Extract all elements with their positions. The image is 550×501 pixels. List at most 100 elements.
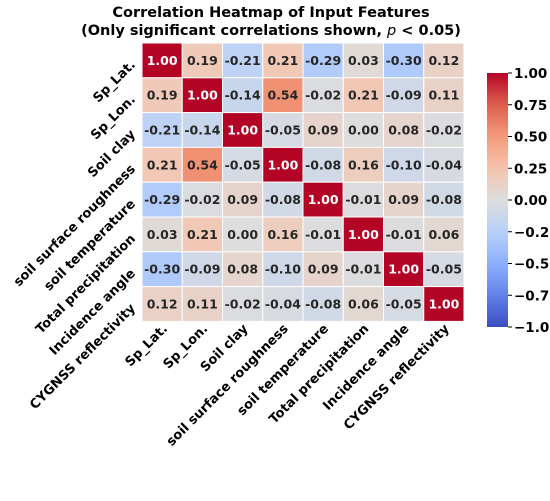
colorbar-ticks: 1.00 0.75 0.50 0.25 0.00 −0.25 −0.50 −0.75 −1.00 [508,66,550,336]
heatmap-cell [302,216,344,253]
heatmap-cell [423,216,465,253]
cell-value-label: 0.21 [147,157,178,172]
colorbar-tick-label: 1.00 [514,66,547,82]
cell-value-label: 0.08 [388,123,419,138]
cell-value-label: -0.09 [386,88,422,103]
heatmap-cell [222,146,264,183]
cell-value-label: 0.08 [227,262,258,277]
cell-value-label: 0.00 [227,227,258,242]
heatmap-cell [262,112,304,148]
heatmap-cell [181,216,223,253]
heatmap-cell [423,286,465,322]
heatmap-cell [423,112,465,148]
heatmap-cell [141,286,183,322]
colorbar-tick-label: −1.00 [514,320,550,336]
colorbar [487,73,508,327]
heatmap-cell [423,251,465,288]
heatmap-cells: 1.00 0.19 -0.21 0.21 -0.29 0.03 -0.30 0.12 0.19 1… [141,42,465,322]
cell-value-label: 0.00 [348,123,379,138]
heatmap-cell [383,146,425,183]
heatmap-cell [342,251,384,288]
cell-value-label: 0.06 [348,297,379,312]
colorbar-tick-label: 0.75 [514,98,547,114]
heatmap-cell [222,251,264,288]
heatmap-cell [423,77,465,114]
heatmap-cell [262,286,304,322]
cell-value-label: 0.54 [267,88,298,103]
heatmap-cell [222,286,264,322]
cell-value-label: -0.09 [184,262,220,277]
chart-title: Correlation Heatmap of Input Features [112,5,429,21]
cell-value-label: -0.29 [144,192,180,207]
cell-value-label: 0.19 [187,53,218,68]
heatmap-cell [181,251,223,288]
heatmap-cell [383,112,425,148]
cell-value-label: 1.00 [267,157,298,172]
heatmap-cell [181,112,223,148]
cell-value-label: 0.21 [348,88,379,103]
heatmap-cell [342,286,384,322]
colorbar-tick-label: 0.25 [514,161,547,177]
cell-value-label: -0.08 [426,192,462,207]
cell-value-label: -0.14 [184,123,220,138]
heatmap-cell [302,181,344,218]
cell-value-label: -0.01 [345,262,381,277]
cell-value-label: 0.11 [428,88,459,103]
heatmap-cell [262,146,304,183]
cell-value-label: -0.02 [426,123,462,138]
cell-value-label: -0.08 [305,157,341,172]
cell-value-label: -0.05 [265,123,301,138]
cell-value-label: -0.01 [386,227,422,242]
cell-value-label: -0.30 [144,262,180,277]
cell-value-label: 0.03 [147,227,178,242]
cell-value-label: 1.00 [187,88,218,103]
cell-value-label: 0.16 [267,227,298,242]
cell-value-label: 1.00 [227,123,258,138]
colorbar-tick-label: −0.25 [514,225,550,241]
cell-value-label: -0.05 [225,157,261,172]
cell-value-label: -0.02 [184,192,220,207]
colorbar-tick-label: −0.75 [514,288,550,304]
cell-value-label: -0.10 [265,262,301,277]
cell-value-label: -0.21 [225,53,261,68]
heatmap-cell [262,181,304,218]
heatmap-cell [383,216,425,253]
cell-value-label: 1.00 [308,192,339,207]
cell-value-label: 0.09 [308,262,339,277]
colorbar-tick-label: 0.00 [514,193,547,209]
cell-value-label: 1.00 [428,297,459,312]
heatmap-cell [302,251,344,288]
cell-value-label: -0.04 [426,157,462,172]
cell-value-label: -0.10 [386,157,422,172]
cell-value-label: -0.02 [225,297,261,312]
cell-value-label: -0.21 [144,123,180,138]
heatmap-cell [342,42,384,79]
cell-value-label: 0.19 [147,88,178,103]
cell-value-label: 1.00 [147,53,178,68]
heatmap-cell [342,216,384,253]
cell-value-label: 0.11 [187,297,218,312]
cell-value-label: -0.01 [345,192,381,207]
heatmap-cell [141,112,183,148]
heatmap-cell [141,42,183,79]
heatmap-cell [423,42,465,79]
heatmap-cell [181,42,223,79]
cell-value-label: -0.05 [386,297,422,312]
cell-value-label: 1.00 [388,262,419,277]
cell-value-label: -0.08 [305,297,341,312]
cell-value-label: -0.05 [426,262,462,277]
cell-value-label: 1.00 [348,227,379,242]
heatmap-cell [342,112,384,148]
cell-value-label: 0.12 [428,53,459,68]
cell-value-label: 0.06 [428,227,459,242]
heatmap-cell [342,77,384,114]
cell-value-label: -0.30 [386,53,422,68]
heatmap-cell [302,112,344,148]
colorbar-tick-label: 0.50 [514,130,547,146]
colorbar-tick-label: −0.50 [514,257,550,273]
cell-value-label: 0.09 [227,192,258,207]
cell-value-label: -0.04 [265,297,301,312]
